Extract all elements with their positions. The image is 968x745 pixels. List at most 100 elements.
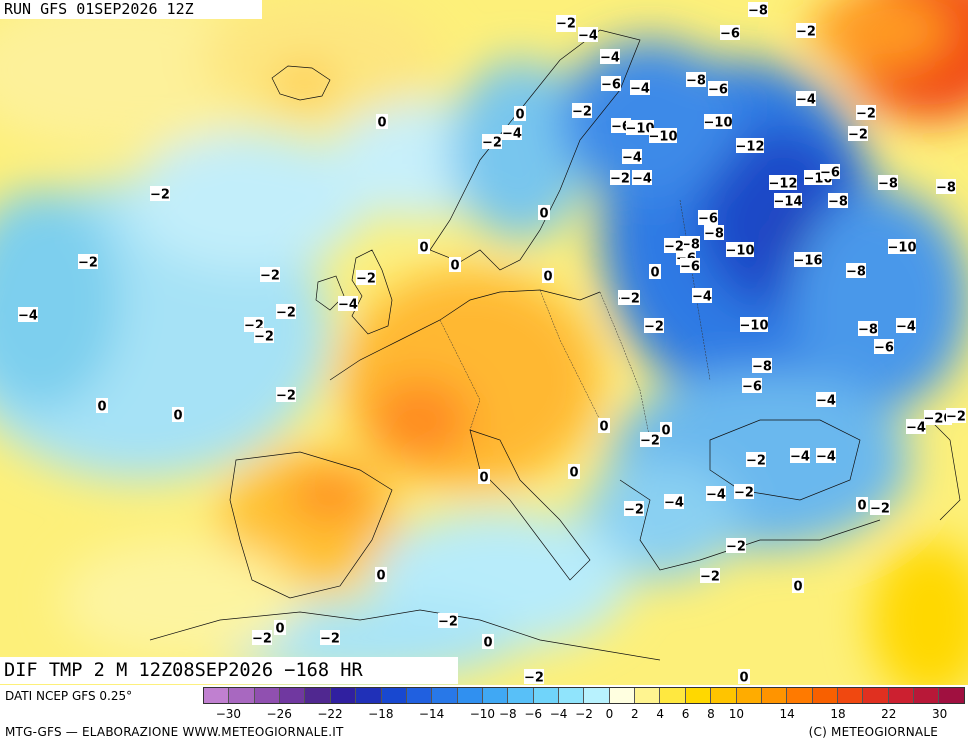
anomaly-contour-label: −4 — [796, 91, 816, 108]
svg-text:−8: −8 — [878, 177, 898, 192]
svg-text:−8: −8 — [858, 323, 878, 338]
color-scale-ticks: −30 −26 −22 −18 −14 −10 −8 −6 −4 −2 0 2 4 6 8 10 14 18 22 3… — [203, 707, 965, 723]
legend-swatch — [559, 688, 585, 703]
anomaly-contour-label: −2 — [610, 170, 630, 187]
anomaly-contour-label: −4 — [600, 49, 620, 66]
svg-text:−4: −4 — [622, 151, 642, 166]
legend-tick-label: 0 — [605, 707, 614, 721]
svg-text:0: 0 — [650, 266, 659, 281]
anomaly-contour-label: −8 — [828, 193, 848, 210]
anomaly-contour-label: −8 — [686, 72, 706, 89]
svg-text:−2: −2 — [700, 570, 720, 585]
anomaly-contour-label: −6 — [680, 258, 700, 275]
legend-swatch — [356, 688, 382, 703]
svg-text:−2: −2 — [572, 105, 592, 120]
svg-text:0: 0 — [275, 622, 284, 637]
legend-swatch — [432, 688, 458, 703]
anomaly-contour-label: −2 — [856, 105, 876, 122]
svg-text:−8: −8 — [846, 265, 866, 280]
anomaly-contour-label: 0 — [598, 418, 610, 435]
anomaly-contour-label: −8 — [878, 175, 898, 192]
legend-swatch — [837, 688, 864, 703]
anomaly-contour-label: −2 — [320, 630, 340, 647]
anomaly-contour-label: −2 — [254, 328, 274, 345]
anomaly-contour-label: 0 — [660, 422, 672, 439]
field-title: DIF TMP 2 M 12Z08SEP2026 −168 HR — [0, 657, 458, 684]
anomaly-contour-label: −2 — [252, 630, 272, 647]
svg-text:−8: −8 — [936, 181, 956, 196]
svg-text:−20: −20 — [924, 412, 953, 427]
svg-text:−6: −6 — [874, 341, 894, 356]
anomaly-contour-label: 0 — [792, 578, 804, 595]
anomaly-contour-label: 0 — [568, 464, 580, 481]
anomaly-contour-label: −10 — [704, 114, 732, 131]
anomaly-contour-label: 0 — [538, 205, 550, 222]
svg-text:0: 0 — [515, 108, 524, 123]
anomaly-contour-label: −2 — [746, 452, 766, 469]
svg-text:−2: −2 — [276, 389, 296, 404]
anomaly-contour-label: −2 — [726, 538, 746, 555]
svg-text:−16: −16 — [794, 254, 823, 269]
svg-text:−4: −4 — [338, 298, 358, 313]
anomaly-contour-label: −2 — [644, 318, 664, 335]
anomaly-contour-label: −8 — [704, 225, 724, 242]
anomaly-contour-label: −4 — [816, 392, 836, 409]
legend-swatch — [660, 688, 686, 703]
svg-text:−2: −2 — [260, 269, 280, 284]
svg-text:0: 0 — [377, 116, 386, 131]
svg-text:0: 0 — [539, 207, 548, 222]
svg-text:−2: −2 — [78, 256, 98, 271]
legend-swatch — [254, 688, 281, 703]
svg-text:−2: −2 — [856, 107, 876, 122]
anomaly-contour-label: −2 — [848, 126, 868, 143]
svg-text:0: 0 — [97, 400, 106, 415]
data-source-label: DATI NCEP GFS 0.25° — [5, 689, 133, 703]
anomaly-contour-label: −2 — [796, 23, 816, 40]
svg-text:0: 0 — [599, 420, 608, 435]
svg-text:−2: −2 — [356, 272, 376, 287]
anomaly-contour-label: −12 — [736, 138, 764, 155]
legend-swatch — [609, 688, 636, 703]
svg-text:0: 0 — [569, 466, 578, 481]
svg-text:−4: −4 — [18, 309, 38, 324]
svg-text:−2: −2 — [848, 128, 868, 143]
legend-tick-label: 4 — [656, 707, 665, 721]
anomaly-contour-label: −20 — [924, 410, 953, 427]
svg-text:0: 0 — [450, 259, 459, 274]
legend-tick-label: −4 — [549, 707, 568, 721]
svg-text:−2: −2 — [524, 671, 544, 686]
anomaly-contour-label: 0 — [449, 257, 461, 274]
legend-tick-label: 2 — [630, 707, 639, 721]
legend-swatch — [330, 688, 357, 703]
legend-swatch — [736, 688, 762, 703]
svg-text:0: 0 — [857, 499, 866, 514]
anomaly-contour-label: −2 — [356, 270, 376, 287]
svg-text:−2: −2 — [254, 330, 274, 345]
svg-text:0: 0 — [793, 580, 802, 595]
anomaly-contour-label: −4 — [816, 448, 836, 465]
anomaly-contour-label: −2 — [524, 669, 544, 685]
anomaly-contour-label: 0 — [376, 114, 388, 131]
svg-text:−2: −2 — [624, 503, 644, 518]
svg-text:0: 0 — [173, 409, 182, 424]
svg-text:−2: −2 — [796, 25, 816, 40]
svg-text:0: 0 — [483, 636, 492, 651]
anomaly-contour-label: −2 — [734, 484, 754, 501]
legend-swatch — [406, 688, 433, 703]
anomaly-contour-label: −6 — [698, 210, 718, 227]
anomaly-contour-label: 0 — [514, 106, 526, 123]
color-scale-legend — [203, 687, 965, 704]
legend-tick-label: 10 — [728, 707, 745, 721]
svg-text:−2: −2 — [734, 486, 754, 501]
svg-text:−2: −2 — [150, 188, 170, 203]
legend-tick-label: 30 — [931, 707, 948, 721]
svg-text:0: 0 — [479, 471, 488, 486]
anomaly-contour-label: −4 — [338, 296, 358, 313]
anomaly-contour-label: −4 — [578, 27, 598, 44]
anomaly-contour-label: 0 — [542, 268, 554, 285]
legend-swatch — [761, 688, 788, 703]
svg-text:0: 0 — [661, 424, 670, 439]
anomaly-contour-label: −2 — [260, 267, 280, 284]
legend-tick-label: 18 — [830, 707, 846, 721]
anomaly-contour-label: 0 — [172, 407, 184, 424]
